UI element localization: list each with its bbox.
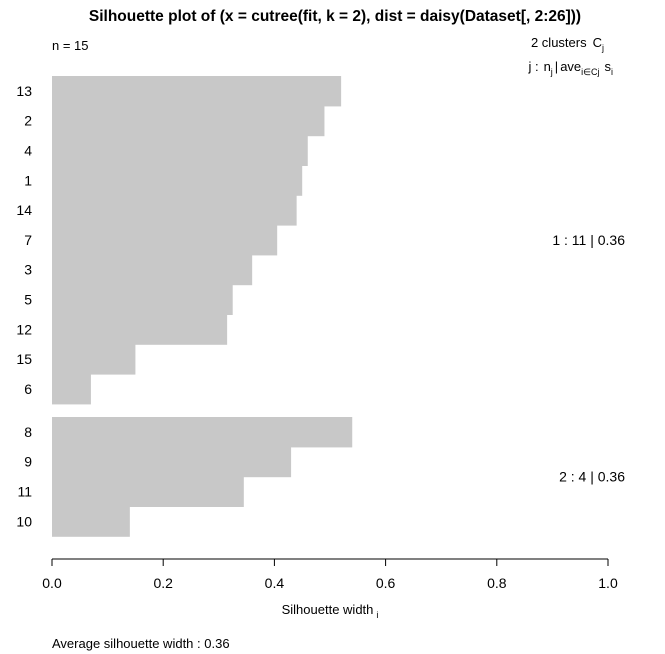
legend-header-text: 2 clusters [531, 35, 587, 50]
bars-group [52, 76, 353, 537]
obs-label-9: 9 [24, 454, 32, 470]
legend-col-n: n [544, 59, 551, 74]
bar-obs-1 [52, 165, 303, 196]
legend-col-ave-sub: i∈Cj [581, 67, 599, 77]
bar-obs-10 [52, 506, 130, 537]
legend-col-bar: | [555, 59, 558, 74]
x-tick-label-1.0: 1.0 [598, 575, 618, 591]
obs-label-1: 1 [24, 172, 32, 188]
obs-label-13: 13 [16, 83, 32, 99]
cluster-2-bars [52, 417, 353, 537]
bar-obs-15 [52, 344, 136, 375]
obs-label-14: 14 [16, 202, 32, 218]
bar-obs-7 [52, 225, 278, 256]
legend-header-subscript: j [601, 43, 604, 53]
x-tick-label-0.0: 0.0 [42, 575, 62, 591]
chart-title: Silhouette plot of (x = cutree(fit, k = … [89, 8, 581, 25]
obs-label-3: 3 [24, 262, 32, 278]
bar-obs-2 [52, 105, 325, 137]
average-silhouette-footer: Average silhouette width : 0.36 [52, 636, 230, 651]
obs-label-11: 11 [17, 484, 32, 500]
cluster-2-summary: 2 : 4 | 0.36 [559, 469, 625, 485]
x-tick-label-0.6: 0.6 [376, 575, 396, 591]
legend-header: 2 clusters Cj [531, 35, 604, 53]
x-axis: 0.0 0.2 0.4 0.6 0.8 1.0 [42, 558, 618, 591]
observation-labels: 13 2 4 1 14 7 3 5 12 15 6 8 9 11 10 [16, 83, 32, 529]
legend-col-s: s [605, 59, 612, 74]
obs-label-12: 12 [16, 321, 32, 337]
bar-obs-3 [52, 254, 253, 286]
n-label: n = 15 [52, 38, 89, 53]
legend-col-s-sub: i [611, 67, 613, 77]
obs-label-4: 4 [24, 143, 32, 159]
legend-col-ave: ave [560, 59, 581, 74]
x-axis-label: Silhouette width i [282, 602, 379, 620]
obs-label-7: 7 [24, 232, 32, 248]
obs-label-2: 2 [24, 113, 32, 129]
x-tick-label-0.8: 0.8 [487, 575, 507, 591]
x-axis-label-text: Silhouette width [282, 602, 374, 617]
bar-obs-11 [52, 476, 244, 507]
legend-column-header: j : nj | avei∈Cj si [527, 59, 613, 77]
bar-obs-6 [52, 374, 91, 405]
x-axis-label-subscript: i [376, 610, 378, 620]
x-tick-label-0.4: 0.4 [265, 575, 285, 591]
cluster-1-bars [52, 76, 342, 405]
obs-label-10: 10 [16, 513, 32, 529]
legend-col-j: j : [527, 59, 538, 74]
obs-label-6: 6 [24, 381, 32, 397]
bar-obs-12 [52, 314, 228, 345]
cluster-labels: 1 : 11 | 0.36 2 : 4 | 0.36 [552, 232, 625, 485]
cluster-1-summary: 1 : 11 | 0.36 [552, 232, 625, 248]
legend-header-symbol: C [593, 35, 602, 50]
obs-label-8: 8 [24, 424, 32, 440]
bar-obs-13 [52, 76, 342, 107]
bar-obs-4 [52, 135, 308, 166]
bar-obs-8 [52, 417, 353, 448]
bar-obs-5 [52, 284, 233, 315]
bar-obs-9 [52, 446, 292, 478]
obs-label-5: 5 [24, 292, 32, 308]
bar-obs-14 [52, 195, 297, 226]
x-tick-label-0.2: 0.2 [153, 575, 173, 591]
obs-label-15: 15 [16, 351, 32, 367]
legend-col-n-sub: j [550, 67, 553, 77]
